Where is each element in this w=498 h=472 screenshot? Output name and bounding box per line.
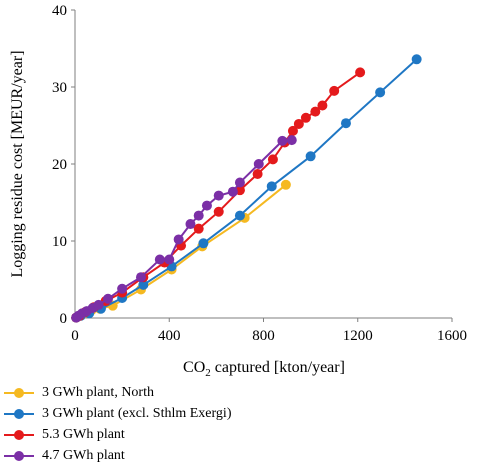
data-point — [293, 118, 304, 129]
axes — [71, 9, 453, 322]
y-tick-label: 40 — [52, 3, 67, 19]
data-point — [280, 179, 291, 190]
data-point — [317, 100, 328, 111]
legend-marker — [14, 409, 24, 419]
x-tick-label: 1600 — [437, 328, 467, 344]
y-tick-label: 30 — [52, 80, 67, 96]
x-tick-label: 400 — [158, 328, 181, 344]
data-point — [227, 186, 238, 197]
data-point — [234, 210, 245, 221]
data-point — [234, 177, 245, 188]
y-axis-label: Logging residue cost [MEUR/year] — [9, 50, 26, 277]
legend-item: 3 GWh plant (excl. Sthlm Exergi) — [4, 403, 231, 424]
legend: 3 GWh plant, North 3 GWh plant (excl. Sth… — [4, 382, 231, 466]
data-point — [193, 210, 204, 221]
data-point — [329, 85, 340, 96]
legend-label: 5.3 GWh plant — [42, 427, 125, 442]
series-line — [75, 58, 418, 319]
x-tick-label: 0 — [71, 328, 79, 344]
data-point — [355, 67, 366, 78]
data-point — [375, 87, 386, 98]
data-point — [135, 272, 146, 283]
data-point — [154, 254, 165, 265]
legend-label: 3 GWh plant, North — [42, 385, 154, 400]
data-point — [252, 169, 263, 180]
data-point — [93, 299, 104, 310]
data-point — [117, 283, 128, 294]
data-point — [267, 154, 278, 165]
legend-marker — [14, 388, 24, 398]
x-tick-label: 800 — [252, 328, 275, 344]
x-tick-label: 1200 — [343, 328, 373, 344]
data-point — [173, 234, 184, 245]
data-point — [201, 200, 212, 211]
y-tick-label: 10 — [52, 234, 67, 250]
data-point — [310, 106, 321, 117]
data-point — [213, 206, 224, 217]
data-point — [287, 125, 298, 136]
data-point — [411, 54, 422, 65]
series-group — [71, 54, 422, 323]
data-point — [198, 238, 209, 249]
data-point — [164, 254, 175, 265]
y-tick-label: 0 — [60, 311, 68, 327]
y-tick-label: 20 — [52, 157, 67, 173]
series-4 — [71, 135, 297, 323]
data-point — [213, 190, 224, 201]
x-axis-label: CO2 captured [kton/year] — [183, 359, 345, 379]
data-point — [193, 223, 204, 234]
legend-label: 3 GWh plant (excl. Sthlm Exergi) — [42, 406, 232, 421]
data-point — [286, 135, 297, 146]
data-point — [277, 135, 288, 146]
legend-label: 4.7 GWh plant — [42, 448, 125, 463]
legend-item: 3 GWh plant, North — [4, 382, 231, 403]
legend-item: 5.3 GWh plant — [4, 424, 231, 445]
legend-marker — [14, 451, 24, 461]
data-point — [305, 151, 316, 162]
data-point — [102, 293, 113, 304]
data-point — [138, 279, 149, 290]
data-point — [300, 112, 311, 123]
data-point — [340, 118, 351, 129]
legend-marker — [14, 430, 24, 440]
data-point — [185, 219, 196, 230]
legend-item: 4.7 GWh plant — [4, 445, 231, 466]
data-point — [253, 159, 264, 169]
series-2 — [71, 54, 422, 323]
data-point — [266, 181, 277, 192]
